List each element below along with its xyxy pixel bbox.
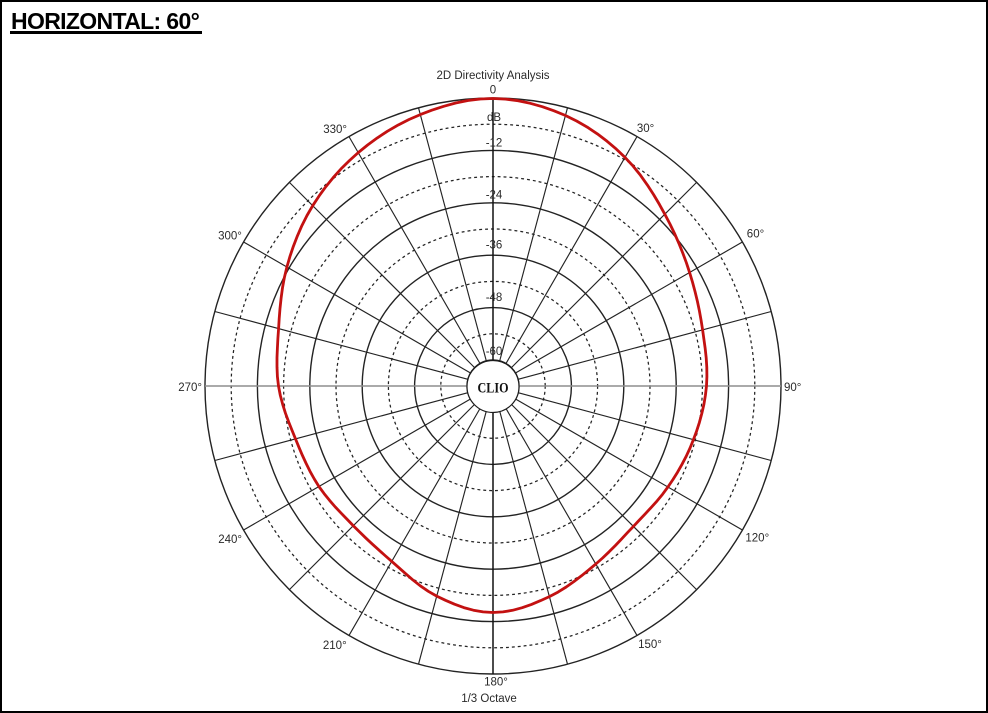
svg-text:dB: dB bbox=[487, 112, 501, 124]
svg-text:1/3 Octave: 1/3 Octave bbox=[461, 693, 517, 705]
svg-text:210°: 210° bbox=[323, 640, 347, 652]
svg-text:-48: -48 bbox=[486, 292, 503, 304]
svg-text:CLIO: CLIO bbox=[478, 381, 509, 397]
svg-text:0: 0 bbox=[490, 85, 496, 97]
svg-text:330°: 330° bbox=[323, 124, 347, 136]
svg-text:2D Directivity Analysis: 2D Directivity Analysis bbox=[436, 70, 549, 82]
svg-text:120°: 120° bbox=[745, 533, 769, 545]
svg-text:90°: 90° bbox=[784, 382, 801, 394]
svg-text:240°: 240° bbox=[218, 534, 242, 546]
svg-text:60°: 60° bbox=[747, 229, 764, 241]
svg-text:150°: 150° bbox=[638, 639, 662, 651]
svg-text:180°: 180° bbox=[484, 677, 508, 689]
svg-text:-24: -24 bbox=[486, 190, 503, 202]
svg-text:270°: 270° bbox=[178, 382, 202, 394]
svg-text:30°: 30° bbox=[637, 123, 654, 135]
svg-text:300°: 300° bbox=[218, 231, 242, 243]
svg-text:-36: -36 bbox=[486, 240, 503, 252]
svg-text:-12: -12 bbox=[486, 138, 503, 150]
svg-text:-60: -60 bbox=[486, 346, 503, 358]
